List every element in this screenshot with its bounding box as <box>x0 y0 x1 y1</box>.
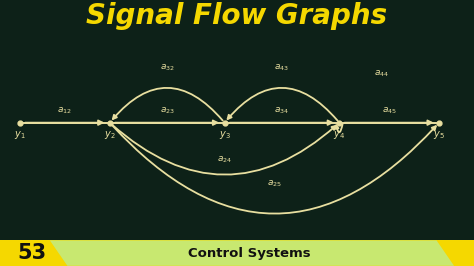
FancyArrowPatch shape <box>112 124 336 175</box>
FancyArrowPatch shape <box>25 120 102 125</box>
Text: $a_{25}$: $a_{25}$ <box>267 179 282 189</box>
Text: $y_1$: $y_1$ <box>14 129 26 141</box>
Text: $a_{12}$: $a_{12}$ <box>57 106 73 117</box>
Text: $y_5$: $y_5$ <box>433 129 445 141</box>
Text: $a_{43}$: $a_{43}$ <box>274 62 290 73</box>
FancyArrowPatch shape <box>228 88 337 120</box>
Text: $y_3$: $y_3$ <box>219 129 230 141</box>
Text: $a_{23}$: $a_{23}$ <box>160 106 174 117</box>
Text: $a_{45}$: $a_{45}$ <box>382 106 397 117</box>
FancyArrowPatch shape <box>112 125 436 214</box>
FancyArrowPatch shape <box>230 120 332 125</box>
Text: $a_{44}$: $a_{44}$ <box>374 68 389 79</box>
Text: $a_{34}$: $a_{34}$ <box>274 106 290 117</box>
FancyArrowPatch shape <box>345 120 432 125</box>
Text: Control Systems: Control Systems <box>188 247 311 260</box>
Text: $y_4$: $y_4$ <box>333 129 345 141</box>
FancyArrowPatch shape <box>115 120 217 125</box>
Text: $a_{32}$: $a_{32}$ <box>160 62 174 73</box>
Text: Signal Flow Graphs: Signal Flow Graphs <box>86 2 388 30</box>
FancyArrowPatch shape <box>113 88 223 120</box>
Text: 53: 53 <box>18 243 47 263</box>
Polygon shape <box>50 240 454 266</box>
Text: $a_{24}$: $a_{24}$ <box>217 154 232 165</box>
Text: $y_2$: $y_2$ <box>104 129 116 141</box>
Bar <box>0 240 474 266</box>
FancyArrowPatch shape <box>335 123 343 132</box>
